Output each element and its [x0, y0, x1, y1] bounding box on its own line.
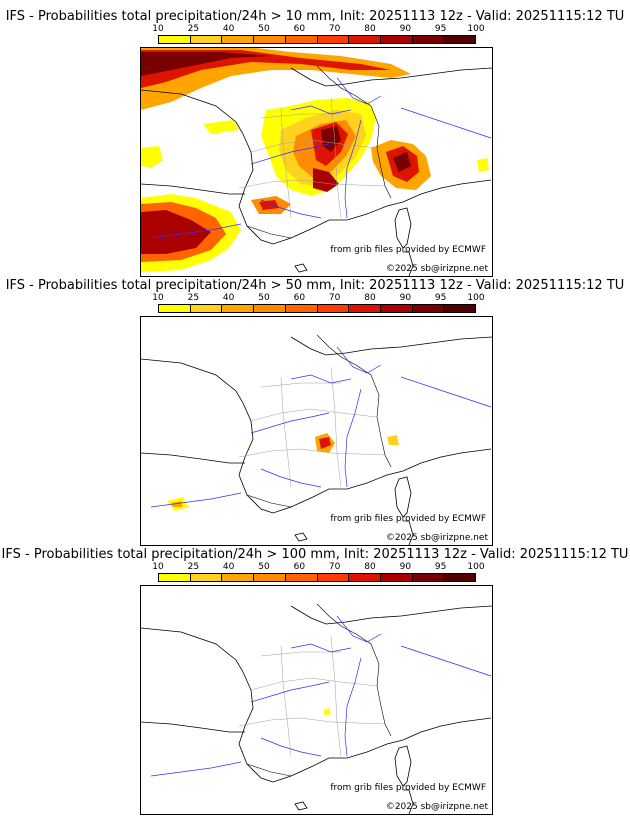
colorbar-swatch	[190, 305, 223, 312]
panel-title: IFS - Probabilities total precipitation/…	[1, 547, 629, 562]
coastlines	[141, 605, 492, 814]
colorbar-swatch	[349, 305, 381, 312]
colorbar-tick-label: 70	[328, 293, 341, 303]
colorbar-swatch	[317, 305, 350, 312]
colorbar-tick-label: 70	[328, 24, 341, 34]
colorbar-ticks: 10 25 40 50 60 70 80 90 95 100	[152, 24, 484, 36]
colorbar-tick-label: 60	[293, 562, 306, 572]
probability-map-10mm: from grib files provided by ECMWF ©2025 …	[140, 47, 493, 277]
colorbar-tick-label: 60	[293, 293, 306, 303]
colorbar-swatch	[159, 574, 191, 581]
colorbar	[158, 304, 476, 313]
colorbar-tick-label: 100	[467, 562, 485, 572]
panel-100mm: IFS - Probabilities total precipitation/…	[0, 547, 630, 815]
colorbar-tick-label: 10	[152, 24, 164, 34]
colorbar-swatch	[285, 305, 318, 312]
colorbar-tick-label: 90	[399, 562, 412, 572]
map-svg	[141, 334, 492, 545]
colorbar-tick-label: 90	[399, 24, 412, 34]
region-borders	[238, 97, 386, 219]
copyright-credit: ©2025 sb@irizpne.net	[385, 802, 488, 812]
probability-map-50mm: from grib files provided by ECMWF ©2025 …	[140, 316, 493, 546]
colorbar-swatch	[444, 305, 476, 312]
colorbar-swatch	[412, 574, 445, 581]
colorbar-swatch	[254, 574, 286, 581]
colorbar-tick-label: 25	[187, 24, 200, 34]
colorbar-swatch	[159, 305, 191, 312]
colorbar-tick-label: 95	[434, 24, 447, 34]
precip-field	[323, 708, 331, 716]
colorbar-tick-label: 25	[187, 293, 200, 303]
country-borders	[246, 334, 392, 508]
region-borders	[238, 635, 386, 757]
colorbar-tick-label: 40	[222, 24, 235, 34]
coastlines	[141, 67, 492, 276]
colorbar-tick-label: 10	[152, 293, 164, 303]
colorbar-swatch	[349, 36, 381, 43]
precip-field	[141, 48, 489, 272]
colorbar-swatch	[412, 305, 445, 312]
colorbar-ticks: 10 25 40 50 60 70 80 90 95 100	[152, 562, 484, 574]
colorbar-swatch	[380, 574, 413, 581]
colorbar-swatch	[254, 36, 286, 43]
colorbar-swatch	[317, 574, 350, 581]
country-borders	[246, 65, 392, 239]
panel-title: IFS - Probabilities total precipitation/…	[5, 278, 625, 293]
colorbar-tick-label: 100	[467, 293, 485, 303]
colorbar-tick-label: 50	[258, 293, 270, 303]
colorbar-tick-label: 50	[258, 562, 270, 572]
colorbar-swatch	[254, 305, 286, 312]
colorbar-swatch	[380, 36, 413, 43]
data-source-credit: from grib files provided by ECMWF	[330, 783, 486, 793]
colorbar-swatch	[222, 305, 255, 312]
colorbar-swatch	[190, 36, 223, 43]
colorbar-tick-label: 95	[434, 293, 447, 303]
probability-map-100mm: from grib files provided by ECMWF ©2025 …	[140, 585, 493, 815]
colorbar-swatch	[444, 36, 476, 43]
rivers	[150, 77, 492, 239]
region-borders	[238, 366, 386, 488]
colorbar-tick-label: 40	[222, 293, 235, 303]
copyright-credit: ©2025 sb@irizpne.net	[385, 264, 488, 274]
colorbar-swatch	[285, 574, 318, 581]
colorbar-swatch	[285, 36, 318, 43]
colorbar-tick-label: 25	[187, 562, 200, 572]
colorbar-tick-label: 50	[258, 24, 270, 34]
colorbar	[158, 573, 476, 582]
colorbar	[158, 35, 476, 44]
colorbar-tick-label: 80	[364, 24, 376, 34]
colorbar-swatch	[349, 574, 381, 581]
copyright-credit: ©2025 sb@irizpne.net	[385, 533, 488, 543]
colorbar-ticks: 10 25 40 50 60 70 80 90 95 100	[152, 293, 484, 305]
colorbar-swatch	[444, 574, 476, 581]
panel-10mm: IFS - Probabilities total precipitation/…	[0, 9, 630, 277]
colorbar-swatch	[222, 574, 255, 581]
colorbar-tick-label: 100	[467, 24, 485, 34]
data-source-credit: from grib files provided by ECMWF	[330, 245, 486, 255]
colorbar-swatch	[159, 36, 191, 43]
map-svg	[141, 603, 492, 814]
panel-title: IFS - Probabilities total precipitation/…	[5, 9, 625, 24]
map-svg	[141, 48, 492, 276]
colorbar-tick-label: 70	[328, 562, 341, 572]
coastlines	[141, 336, 492, 545]
colorbar-tick-label: 10	[152, 562, 164, 572]
colorbar-tick-label: 40	[222, 562, 235, 572]
panel-50mm: IFS - Probabilities total precipitation/…	[0, 278, 630, 546]
colorbar-tick-label: 95	[434, 562, 447, 572]
colorbar-tick-label: 80	[364, 293, 376, 303]
country-borders	[246, 603, 392, 777]
colorbar-tick-label: 60	[293, 24, 306, 34]
colorbar-tick-label: 80	[364, 562, 376, 572]
colorbar-swatch	[412, 36, 445, 43]
colorbar-swatch	[380, 305, 413, 312]
colorbar-swatch	[190, 574, 223, 581]
rivers	[150, 346, 492, 508]
data-source-credit: from grib files provided by ECMWF	[330, 514, 486, 524]
colorbar-swatch	[222, 36, 255, 43]
colorbar-tick-label: 90	[399, 293, 412, 303]
rivers	[150, 615, 492, 777]
precip-field	[167, 433, 399, 511]
colorbar-swatch	[317, 36, 350, 43]
